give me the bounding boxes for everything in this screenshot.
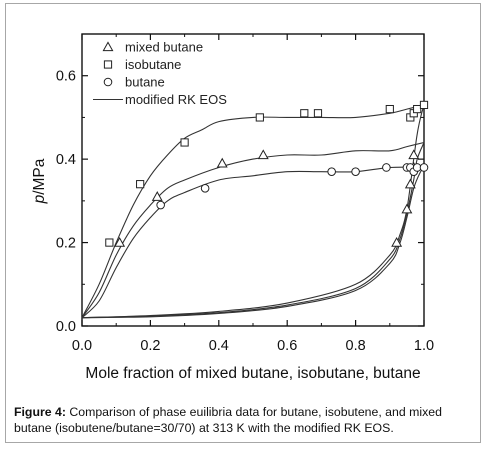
data-point-triangle-2: [216, 157, 228, 168]
legend: mixed butane isobutane butane modified RK E…: [93, 40, 227, 107]
model-curve-5: [81, 167, 425, 319]
model-curves: [81, 104, 425, 319]
y-tick-label-3: 0.6: [56, 69, 76, 85]
legend-label-2: butane: [125, 75, 165, 90]
legend-label-0: mixed butane: [125, 40, 203, 55]
model-curve-3: [81, 104, 425, 319]
data-point-square-5: [313, 109, 323, 118]
data-point-triangle-3: [257, 149, 269, 160]
y-tick-label-0: 0.0: [56, 319, 76, 335]
data-point-square-0: [105, 238, 114, 247]
x-tick-label-2: 0.4: [209, 338, 229, 354]
model-curve-0: [81, 104, 425, 318]
y-axis-title: p/MPa: [31, 158, 48, 204]
data-point-circle-9: [419, 163, 429, 172]
model-curve-2: [81, 166, 425, 319]
data-point-circle-0: [156, 200, 165, 210]
legend-marker-circle: [103, 77, 113, 87]
legend-label-1: isobutane: [125, 57, 181, 72]
data-point-circle-1: [200, 184, 210, 193]
y-axis-title-unit: /MPa: [31, 158, 48, 195]
data-point-triangle-1: [151, 191, 163, 201]
figure-frame: [5, 3, 481, 443]
figure-caption: Figure 4: Comparison of phase euilibria …: [14, 404, 476, 436]
axis-ticks: 0.0 0.2 0.4 0.6 0.8 1.0 0.0 0.2 0.4 0.6: [56, 34, 434, 354]
data-point-square-2: [180, 138, 189, 147]
model-curve-4: [81, 142, 425, 319]
x-tick-label-0: 0.0: [72, 338, 92, 354]
model-curve-1: [81, 141, 425, 319]
data-point-square-6: [385, 104, 394, 114]
data-point-triangle-0: [114, 236, 126, 247]
x-tick-label-4: 0.8: [346, 338, 366, 354]
legend-marker-square: [103, 60, 113, 69]
y-tick-label-2: 0.4: [56, 152, 76, 168]
data-point-circle-2: [327, 167, 336, 176]
data-point-square-9: [413, 104, 422, 114]
data-point-circle-3: [351, 167, 360, 176]
caption-text: Comparison of phase euilibria data for b…: [14, 405, 442, 435]
data-point-circle-4: [382, 163, 391, 172]
data-point-triangle-6: [404, 178, 416, 189]
caption-label: Figure 4:: [14, 405, 66, 419]
y-axis-title-symbol: p: [31, 194, 48, 204]
x-axis-title: Mole fraction of mixed butane, isobutane…: [85, 365, 420, 382]
data-point-triangle-5: [401, 203, 413, 214]
x-tick-label-3: 0.6: [277, 338, 297, 354]
data-point-square-3: [255, 113, 264, 122]
legend-label-3: modified RK EOS: [125, 92, 227, 107]
x-tick-label-1: 0.2: [140, 338, 160, 354]
data-point-square-10: [419, 100, 429, 110]
data-point-square-1: [136, 180, 145, 189]
phase-equilibria-chart: 0.0 0.2 0.4 0.6 0.8 1.0 0.0 0.2 0.4 0.6 mixed but…: [31, 33, 434, 382]
data-point-triangle-8: [408, 149, 420, 160]
data-markers: [105, 100, 429, 247]
x-tick-label-5: 1.0: [414, 338, 434, 354]
legend-marker-triangle: [102, 41, 114, 52]
data-point-triangle-4: [391, 236, 403, 247]
data-point-square-4: [300, 109, 309, 118]
y-tick-label-1: 0.2: [56, 236, 76, 252]
